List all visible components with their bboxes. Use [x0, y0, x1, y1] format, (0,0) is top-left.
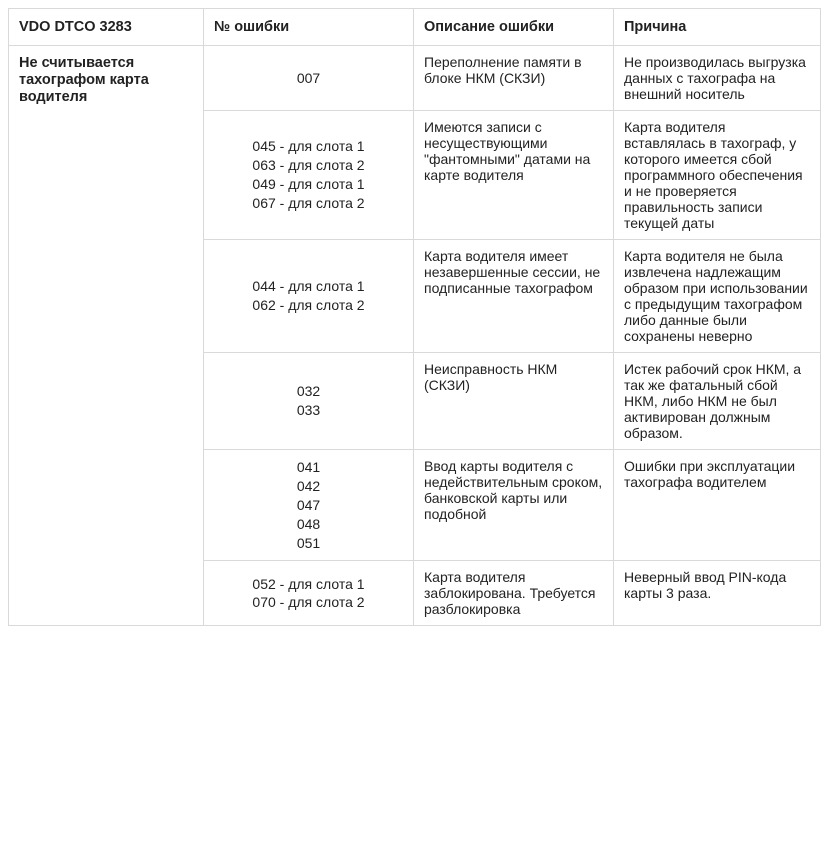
error-cause: Карта водителя вставлялась в тахограф, у…: [614, 111, 821, 240]
error-table: VDO DTCO 3283 № ошибки Описание ошибки П…: [8, 8, 821, 626]
error-description: Карта водителя имеет незавершенные сесси…: [414, 240, 614, 353]
error-code: 042: [214, 477, 403, 496]
error-code: 070 - для слота 2: [214, 593, 403, 612]
error-code-cell: 052 - для слота 1070 - для слота 2: [204, 561, 414, 626]
error-code: 051: [214, 534, 403, 553]
error-description: Неисправность НКМ (СКЗИ): [414, 353, 614, 450]
col-header-device: VDO DTCO 3283: [9, 9, 204, 46]
error-code: 052 - для слота 1: [214, 575, 403, 594]
error-description: Ввод карты водителя с недействительным с…: [414, 450, 614, 561]
error-code: 007: [214, 69, 403, 88]
error-code: 067 - для слота 2: [214, 194, 403, 213]
error-code: 048: [214, 515, 403, 534]
error-code: 045 - для слота 1: [214, 137, 403, 156]
table-body: Не считывается тахографом карта водителя…: [9, 46, 821, 626]
error-description: Карта водителя заблокирована. Требуется …: [414, 561, 614, 626]
error-code-cell: 041042047048051: [204, 450, 414, 561]
error-code: 062 - для слота 2: [214, 296, 403, 315]
row-group-label: Не считывается тахографом карта водителя: [9, 46, 204, 626]
error-cause: Истек рабочий срок НКМ, а так же фатальн…: [614, 353, 821, 450]
group-label-text: Не считывается тахографом карта водителя: [19, 55, 149, 105]
error-code-cell: 007: [204, 46, 414, 111]
error-code-cell: 045 - для слота 1063 - для слота 2049 - …: [204, 111, 414, 240]
error-cause: Не производилась выгрузка данных с тахог…: [614, 46, 821, 111]
error-cause: Ошибки при эксплуатации тахографа водите…: [614, 450, 821, 561]
error-code: 044 - для слота 1: [214, 277, 403, 296]
error-code: 063 - для слота 2: [214, 156, 403, 175]
table-row: Не считывается тахографом карта водителя…: [9, 46, 821, 111]
col-header-cause: Причина: [614, 9, 821, 46]
error-code: 033: [214, 401, 403, 420]
error-code: 041: [214, 458, 403, 477]
error-code: 047: [214, 496, 403, 515]
error-cause: Неверный ввод PIN-кода карты 3 раза.: [614, 561, 821, 626]
col-header-description: Описание ошибки: [414, 9, 614, 46]
table-header: VDO DTCO 3283 № ошибки Описание ошибки П…: [9, 9, 821, 46]
error-cause: Карта водителя не была извлечена надлежа…: [614, 240, 821, 353]
error-description: Имеются записи с несуществующими "фантом…: [414, 111, 614, 240]
col-header-error-no: № ошибки: [204, 9, 414, 46]
error-code-cell: 044 - для слота 1062 - для слота 2: [204, 240, 414, 353]
error-code: 049 - для слота 1: [214, 175, 403, 194]
error-description: Переполнение памяти в блоке НКМ (СКЗИ): [414, 46, 614, 111]
error-code-cell: 032033: [204, 353, 414, 450]
error-code: 032: [214, 382, 403, 401]
